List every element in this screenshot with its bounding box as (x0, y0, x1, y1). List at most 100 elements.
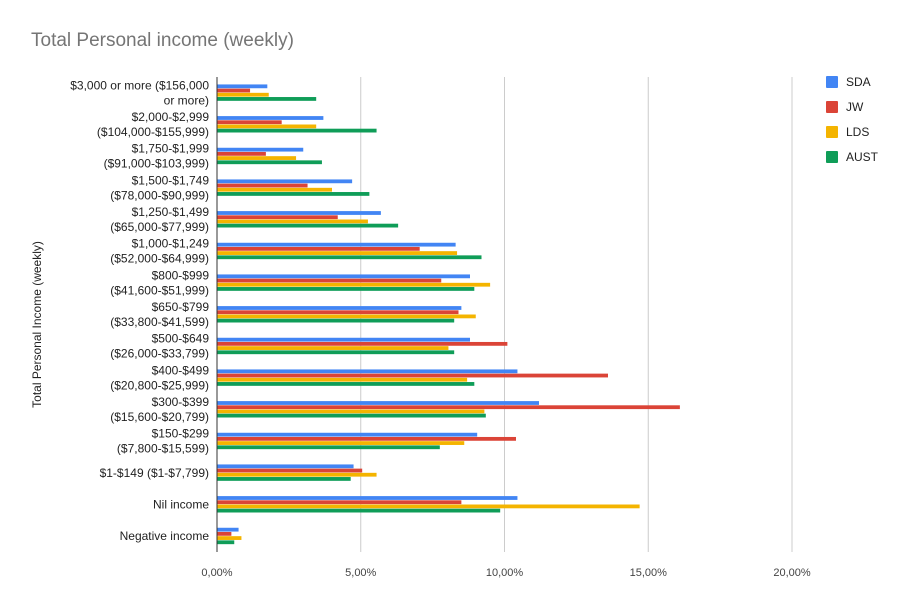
x-tick-label: 10,00% (486, 567, 524, 579)
bar (217, 120, 282, 125)
category-label: ($91,000-$103,999) (104, 157, 209, 171)
bar (217, 504, 640, 509)
bar (217, 282, 491, 287)
bar (217, 255, 482, 260)
bar (217, 369, 518, 374)
bar (217, 242, 456, 247)
category-label: or more) (164, 93, 209, 107)
bar (217, 318, 455, 323)
bar (217, 477, 351, 481)
category-label: $150-$299 (152, 427, 210, 441)
bar (217, 373, 608, 378)
bar (217, 445, 440, 450)
category-label: ($7,800-$15,599) (117, 442, 209, 456)
bar (217, 472, 377, 477)
bar (217, 464, 354, 469)
bar (217, 147, 304, 152)
bar (217, 432, 478, 437)
bar (217, 128, 377, 133)
bar (217, 413, 486, 418)
bar (217, 84, 268, 89)
bar (217, 496, 518, 500)
bar (217, 540, 235, 545)
bar (217, 409, 485, 414)
x-tick-label: 5,00% (345, 567, 376, 579)
x-tick-label: 0,00% (201, 567, 232, 579)
legend-label: LDS (846, 125, 869, 139)
bar (217, 527, 239, 532)
category-label: $3,000 or more ($156,000 (70, 78, 209, 92)
bar (217, 179, 353, 184)
bar (217, 441, 465, 445)
category-label: ($52,000-$64,999) (110, 252, 209, 266)
category-label: $1,000-$1,249 (132, 237, 210, 251)
bar (217, 382, 475, 386)
legend-label: JW (846, 100, 864, 114)
category-label: $800-$999 (152, 268, 210, 282)
category-label: $2,000-$2,999 (132, 110, 210, 124)
bar (217, 468, 363, 473)
bar (217, 500, 462, 505)
chart-title: Total Personal income (weekly) (31, 30, 294, 51)
bar (217, 187, 332, 192)
bar (217, 287, 475, 291)
category-label: Negative income (120, 529, 210, 543)
bar (217, 183, 308, 188)
legend-swatch (826, 151, 838, 163)
category-label: ($15,600-$20,799) (110, 410, 209, 424)
category-label: ($78,000-$90,999) (110, 188, 209, 202)
category-label: $1,500-$1,749 (132, 173, 210, 187)
bar (217, 401, 539, 405)
bar (217, 274, 470, 279)
bar (217, 151, 266, 156)
bar (217, 211, 381, 215)
bar (217, 306, 462, 310)
legend-swatch (826, 76, 838, 88)
category-label: $1-$149 ($1-$7,799) (100, 466, 209, 480)
category-label: Nil income (153, 498, 209, 512)
category-label: ($65,000-$77,999) (110, 220, 209, 234)
category-label: $650-$799 (152, 300, 210, 314)
category-label: $400-$499 (152, 363, 210, 377)
bar (217, 405, 680, 410)
y-axis-title: Total Personal Income (weekly) (30, 241, 44, 408)
bar (217, 508, 501, 513)
category-label: $1,750-$1,999 (132, 142, 210, 156)
bar (217, 310, 459, 315)
bar (217, 156, 297, 160)
x-tick-label: 20,00% (773, 567, 811, 579)
bar (217, 219, 368, 224)
bar (217, 278, 442, 283)
bar (217, 192, 370, 196)
category-label: ($33,800-$41,599) (110, 315, 209, 329)
bar (217, 531, 232, 536)
category-label: ($104,000-$155,999) (97, 125, 209, 139)
category-label: ($20,800-$25,999) (110, 378, 209, 392)
bar (217, 314, 476, 319)
category-label: ($26,000-$33,799) (110, 347, 209, 361)
bar (217, 377, 468, 382)
bar (217, 436, 516, 441)
bar (217, 341, 508, 346)
category-label: $500-$649 (152, 332, 210, 346)
bar (217, 124, 317, 129)
bar (217, 350, 455, 355)
legend-label: SDA (846, 75, 871, 89)
bar (217, 246, 420, 251)
bar (217, 160, 322, 165)
category-label: ($41,600-$51,999) (110, 283, 209, 297)
x-tick-label: 15,00% (630, 567, 668, 579)
legend-label: AUST (846, 150, 879, 164)
bar (217, 346, 449, 350)
bar (217, 97, 317, 101)
category-label: $1,250-$1,499 (132, 205, 210, 219)
bar (217, 251, 458, 255)
legend-swatch (826, 126, 838, 138)
bar (217, 92, 269, 97)
bar (217, 215, 338, 220)
bar (217, 116, 324, 120)
bar (217, 337, 470, 342)
bar (217, 88, 251, 93)
